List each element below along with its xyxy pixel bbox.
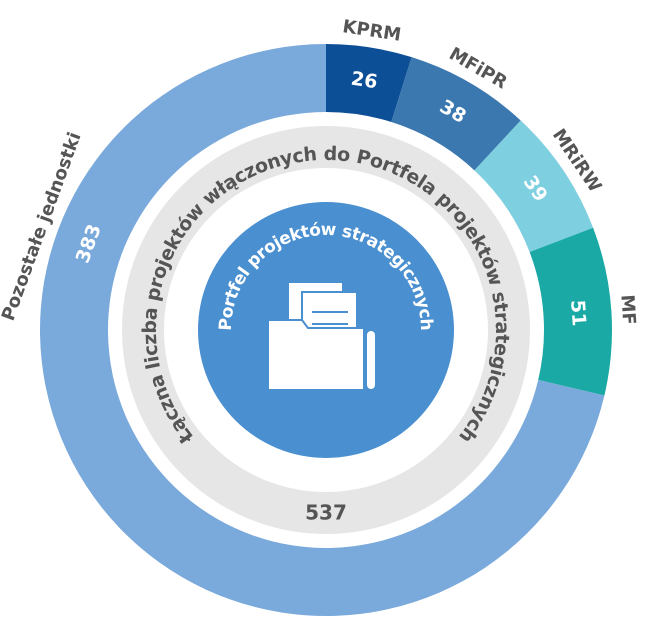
category-label: KPRM: [341, 16, 402, 46]
total-label: 537: [305, 501, 347, 525]
segment: [529, 227, 612, 396]
category-label: MF: [616, 294, 639, 326]
folder-clip: [365, 329, 377, 391]
segment: [326, 44, 412, 123]
folder-icon: [267, 281, 377, 391]
segment: [474, 120, 594, 253]
folder: [267, 319, 365, 391]
segment: [391, 57, 521, 171]
grey-ring: [122, 126, 530, 534]
value-label: 51: [566, 299, 590, 327]
value-label: 26: [350, 68, 379, 94]
